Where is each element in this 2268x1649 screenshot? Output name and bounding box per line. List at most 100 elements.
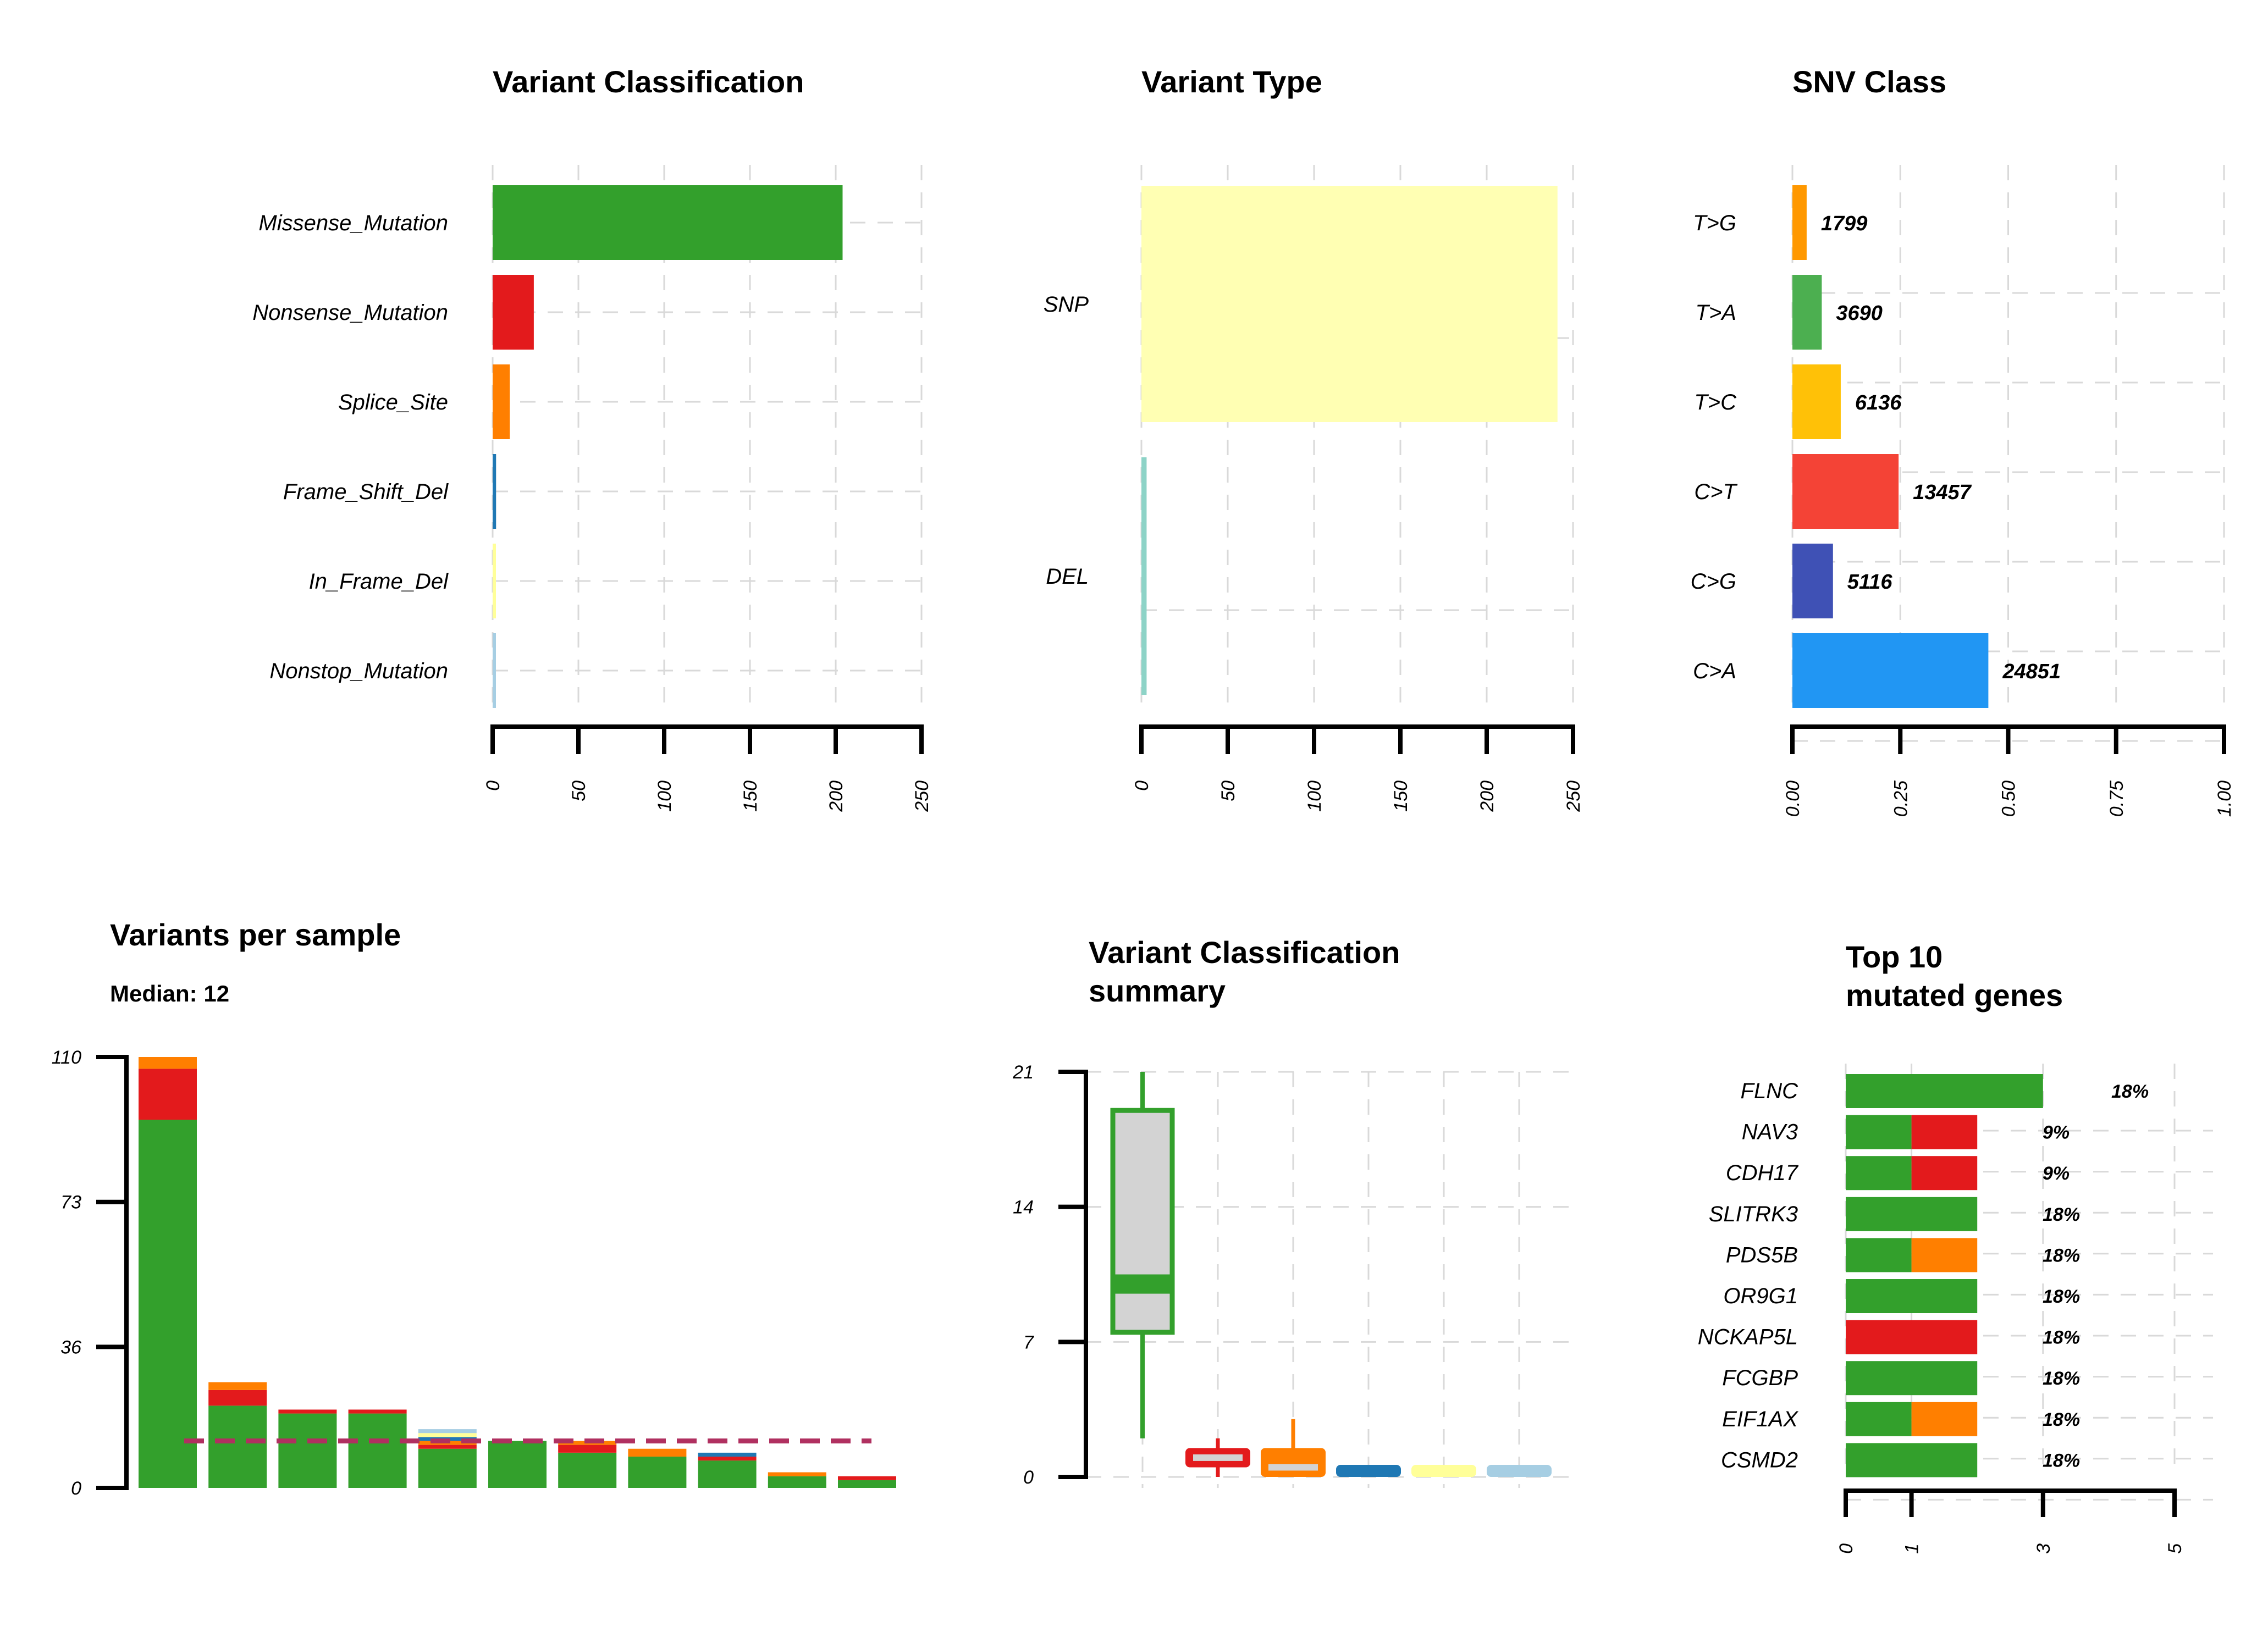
data-label: 5116 (1847, 571, 1893, 594)
x-tick-label: 3 (2033, 1543, 2054, 1554)
bar-segment-missense-mutation (1846, 1074, 2043, 1108)
gene-row-pds5b: PDS5B 18% (1726, 1238, 2080, 1272)
x-tick-label: 0.75 (2106, 781, 2127, 817)
bar-segment-missense-mutation (1846, 1279, 1978, 1313)
box-splice-site (1261, 1419, 1326, 1477)
bar-sample-3-missense-mutation (278, 1413, 337, 1488)
gene-label: OR9G1 (1723, 1284, 1798, 1308)
x-tick-label: 0.25 (1890, 781, 1911, 817)
bar-sample-1-splice-site (139, 1057, 197, 1069)
x-tick-label: 1 (1902, 1543, 1923, 1554)
gene-row-fcgbp: FCGBP 18% (1722, 1361, 2080, 1396)
panel-variant-type: Variant Type SNP DEL 0 50 100 150 200 250 (1044, 64, 1584, 812)
bar-snv-2 (1792, 364, 1841, 439)
bar-sample-6-missense-mutation (488, 1441, 547, 1488)
y-tick-label: 73 (60, 1192, 81, 1213)
bar-sample-5-in-frame-del (418, 1433, 477, 1437)
category-label: T>G (1693, 211, 1736, 235)
box-body (1261, 1448, 1326, 1477)
bar-segment-missense-mutation (1846, 1238, 1912, 1272)
x-tick-label: 100 (1304, 781, 1325, 812)
x-tick-label: 100 (654, 781, 675, 812)
x-tick-label: 5 (2165, 1543, 2186, 1554)
x-tick-label: 250 (912, 781, 932, 812)
bar-sample-7-missense-mutation (558, 1452, 617, 1488)
x-tick-label: 250 (1563, 781, 1584, 812)
stacked-bars (139, 1057, 896, 1488)
gene-row-slitrk3: SLITRK3 18% (1709, 1197, 2080, 1231)
x-tick-label: 200 (1477, 781, 1498, 812)
bar-sample-9-frame-shift-del (698, 1452, 757, 1457)
gene-row-csmd2: CSMD2 18% (1721, 1443, 2080, 1478)
category-label: Nonstop_Mutation (269, 659, 448, 683)
box-missense-mutation (1110, 1072, 1175, 1438)
x-tick-label: 0.50 (1999, 781, 2019, 817)
bar-sample-1-nonsense-mutation (139, 1069, 197, 1120)
data-label: 6136 (1855, 391, 1902, 414)
y-tick-label: 0 (1023, 1467, 1034, 1488)
bar-sample-2-splice-site (208, 1382, 267, 1390)
y-tick-label: 7 (1023, 1332, 1034, 1353)
bar-snv-0 (1792, 185, 1807, 260)
box-frame-shift-del (1336, 1465, 1401, 1477)
gene-row-flnc: FLNC 18% (1741, 1074, 2149, 1108)
gene-row-nav3: NAV3 9% (1742, 1115, 2070, 1149)
category-label: SNP (1044, 292, 1089, 317)
median-band (1113, 1274, 1172, 1294)
bar-sample-9-nonsense-mutation (698, 1456, 757, 1461)
gene-label: FLNC (1741, 1079, 1799, 1103)
bar-segment-missense-mutation (1846, 1156, 1912, 1191)
gene-row-cdh17: CDH17 9% (1726, 1156, 2070, 1191)
category-label: Missense_Mutation (258, 211, 448, 235)
x-axis: 0 50 100 150 200 250 (483, 724, 932, 812)
x-tick-label: 200 (826, 781, 847, 812)
bar-snv-5 (1792, 633, 1989, 708)
bar-splice-site (493, 364, 510, 439)
x-axis: 0 50 100 150 200 250 (1132, 724, 1584, 812)
x-tick-label: 0 (1836, 1543, 1857, 1554)
bar-snp (1141, 186, 1558, 422)
chart-title-line-2: mutated genes (1846, 978, 2063, 1012)
gene-label: CSMD2 (1721, 1448, 1798, 1472)
bar-sample-5-nonsense-mutation (418, 1445, 477, 1449)
chart-title: Variant Classification (493, 64, 804, 99)
box-nonstop-mutation (1487, 1465, 1552, 1477)
x-tick-label: 50 (1218, 781, 1239, 801)
box-body (1336, 1465, 1401, 1477)
x-tick-label: 0.00 (1783, 781, 1803, 817)
category-label: C>A (1693, 659, 1736, 683)
x-axis: 0.00 0.25 0.50 0.75 1.00 (1783, 724, 2235, 817)
percent-label: 9% (2043, 1163, 2070, 1184)
box-in-frame-del (1411, 1465, 1476, 1477)
panel-variant-classification: Variant Classification Missense_Mutation N… (252, 64, 932, 812)
y-axis: 0 36 73 110 (52, 1047, 129, 1499)
gene-label: PDS5B (1726, 1243, 1798, 1267)
bar-sample-4-missense-mutation (348, 1413, 407, 1488)
category-label: T>C (1694, 390, 1737, 414)
gene-label: SLITRK3 (1709, 1202, 1798, 1226)
gene-label: EIF1AX (1722, 1407, 1798, 1431)
bar-sample-10-splice-site (768, 1472, 826, 1476)
bar-segment-missense-mutation (1846, 1197, 1978, 1231)
bar-segment-nonsense-mutation (1846, 1320, 1978, 1354)
bar-frame-shift-del (493, 454, 496, 529)
bar-segment-missense-mutation (1846, 1361, 1978, 1396)
bar-nonstop-mutation (493, 633, 496, 708)
data-label: 13457 (1913, 481, 1972, 504)
bar-sample-8-missense-mutation (628, 1456, 687, 1488)
percent-label: 18% (2043, 1409, 2080, 1430)
median-mark (1268, 1464, 1318, 1471)
chart-title: SNV Class (1792, 64, 1946, 99)
bar-segment-splice-site (1911, 1238, 1978, 1272)
bar-snv-1 (1792, 275, 1822, 350)
bar-snv-3 (1792, 454, 1899, 529)
gene-row-nckap5l: NCKAP5L 18% (1698, 1320, 2080, 1354)
bar-nonsense-mutation (493, 275, 534, 350)
x-tick-label: 0 (1132, 781, 1152, 791)
chart-title: Variant Type (1141, 64, 1322, 99)
category-label: Splice_Site (338, 390, 448, 414)
percent-label: 18% (2043, 1245, 2080, 1266)
bar-sample-4-nonsense-mutation (348, 1409, 407, 1414)
bar-sample-11-missense-mutation (838, 1480, 896, 1488)
y-tick-label: 0 (71, 1478, 81, 1499)
